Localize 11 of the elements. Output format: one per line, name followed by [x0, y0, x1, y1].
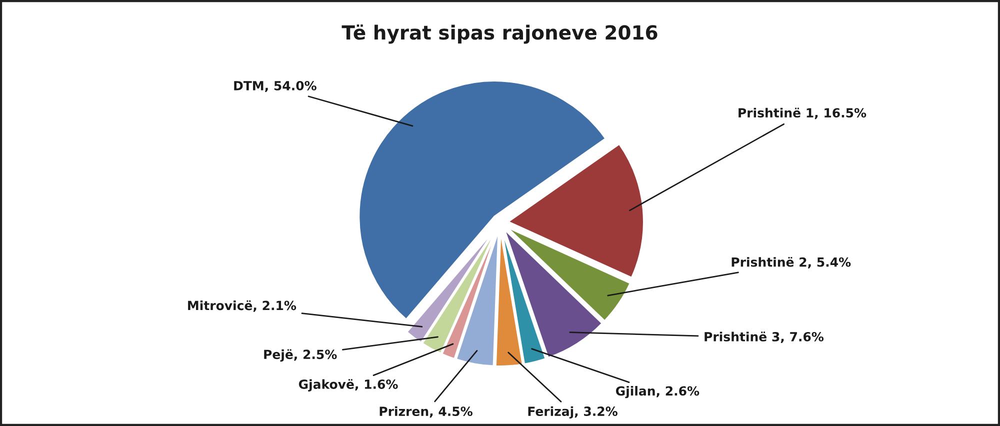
slice-label: Prizren, 4.5%: [380, 406, 472, 418]
slice-label: Gjilan, 2.6%: [616, 386, 700, 398]
slice-label: Prishtinë 3, 7.6%: [704, 332, 824, 344]
slice-label: Prishtinë 2, 5.4%: [732, 256, 851, 268]
slice-label: Gjakovë, 1.6%: [298, 379, 398, 392]
slice-label: Ferizaj, 3.2%: [528, 406, 618, 419]
slice-label: Mitrovicë, 2.1%: [188, 300, 296, 312]
slice-label: Prishtinë 1, 16.5%: [738, 108, 866, 120]
chart-title: Të hyrat sipas rajoneve 2016: [342, 24, 658, 44]
slice-label: Pejë, 2.5%: [264, 349, 337, 362]
slice-label: DTM, 54.0%: [234, 80, 316, 92]
